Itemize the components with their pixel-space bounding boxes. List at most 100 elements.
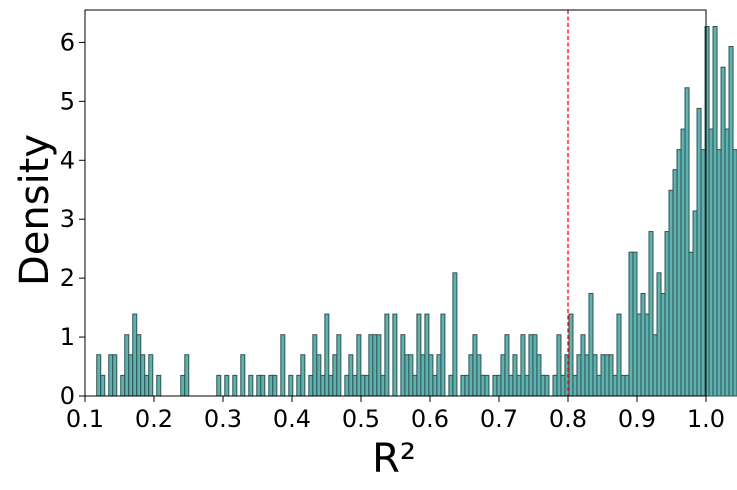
histogram-bar <box>96 354 102 397</box>
histogram-bar <box>716 149 722 397</box>
histogram-bar <box>520 334 526 397</box>
histogram-bar <box>316 354 322 397</box>
histogram-bar <box>676 149 682 397</box>
histogram-bar <box>376 334 382 397</box>
histogram-bar <box>576 354 582 397</box>
histogram-bar <box>140 354 146 397</box>
histogram-bar <box>460 374 466 397</box>
histogram-bar <box>132 313 138 397</box>
histogram-bar <box>632 251 638 397</box>
x-tick-label: 1.0 <box>687 405 725 433</box>
y-tick-label: 0 <box>60 382 75 410</box>
histogram-bar <box>320 374 326 397</box>
histogram-bar <box>572 374 578 397</box>
histogram-bar <box>108 354 114 397</box>
histogram-bar <box>400 334 406 397</box>
histogram-bar <box>544 374 550 397</box>
histogram-bar <box>664 231 670 397</box>
histogram-bar <box>500 354 506 397</box>
histogram-bar <box>640 292 646 397</box>
histogram-bar <box>684 87 690 397</box>
histogram-bar <box>272 374 278 397</box>
histogram-bar <box>432 374 438 397</box>
histogram-bar <box>496 374 502 397</box>
histogram-bar <box>100 374 106 397</box>
plot-frame <box>84 9 707 397</box>
histogram-bar <box>440 313 446 397</box>
histogram-bar <box>668 189 674 397</box>
histogram-bar <box>180 374 186 397</box>
histogram-bar <box>492 374 498 397</box>
histogram-bar <box>512 354 518 397</box>
histogram-bar <box>372 334 378 397</box>
histogram-bar <box>288 374 294 397</box>
histogram-bar <box>652 334 658 397</box>
bars-group <box>96 26 737 397</box>
histogram-bar <box>428 354 434 397</box>
histogram-bar <box>248 374 254 397</box>
histogram-bar <box>480 374 486 397</box>
histogram-bar <box>312 334 318 397</box>
histogram-bar <box>616 313 622 397</box>
histogram-bar <box>436 354 442 397</box>
histogram-bar <box>484 374 490 397</box>
histogram-bar <box>224 374 230 397</box>
histogram-bar <box>472 334 478 397</box>
histogram-bar <box>464 374 470 397</box>
histogram-bar <box>504 334 510 397</box>
histogram-bar <box>508 374 514 397</box>
histogram-bar <box>712 26 718 397</box>
histogram-bar <box>680 128 686 397</box>
histogram-bar <box>408 354 414 397</box>
histogram-bar <box>560 374 566 397</box>
histogram-bar <box>268 374 274 397</box>
histogram-bar <box>156 374 162 397</box>
histogram-bar <box>368 334 374 397</box>
y-tick-label: 4 <box>60 146 75 174</box>
histogram-bar <box>552 374 558 397</box>
histogram-bar <box>612 374 618 397</box>
histogram-bar <box>584 354 590 397</box>
histogram-bar <box>260 374 266 397</box>
histogram-bar <box>524 374 530 397</box>
histogram-bar <box>392 313 398 397</box>
histogram-bar <box>516 374 522 397</box>
histogram-bar <box>356 334 362 397</box>
histogram-bar <box>448 374 454 397</box>
x-tick-label: 0.7 <box>480 405 518 433</box>
y-tick-label: 6 <box>60 28 75 56</box>
histogram-bar <box>688 251 694 397</box>
histogram-bar <box>720 66 726 397</box>
x-axis-ticks: 0.1 0.2 0.3 0.4 0.5 0.6 0.7 0.8 0.9 1.0 <box>66 396 725 433</box>
histogram-bar <box>732 149 737 397</box>
histogram-bar <box>336 334 342 397</box>
histogram-bar <box>656 272 662 397</box>
histogram-bar <box>600 354 606 397</box>
x-tick-label: 0.9 <box>618 405 656 433</box>
histogram-bar <box>728 46 734 397</box>
histogram-bar <box>416 313 422 397</box>
y-axis-label: Density <box>12 134 58 286</box>
histogram-bar <box>660 292 666 397</box>
histogram-bar <box>136 334 142 397</box>
histogram-bar <box>608 354 614 397</box>
histogram-bar <box>556 334 562 397</box>
x-tick-label: 0.3 <box>204 405 242 433</box>
histogram-bar <box>604 354 610 397</box>
x-tick-label: 0.2 <box>135 405 173 433</box>
y-tick-label: 5 <box>60 87 75 115</box>
histogram-bar <box>380 374 386 397</box>
histogram-bar <box>144 374 150 397</box>
histogram-bar <box>128 354 134 397</box>
histogram-bar <box>476 354 482 397</box>
histogram-bar <box>344 374 350 397</box>
histogram-bar <box>724 128 730 397</box>
histogram-bar <box>672 169 678 397</box>
x-tick-label: 0.1 <box>66 405 104 433</box>
histogram-bar <box>404 354 410 397</box>
histogram-bar <box>328 374 334 397</box>
histogram-bar <box>692 210 698 397</box>
histogram-bar <box>644 313 650 397</box>
histogram-bar <box>696 107 702 397</box>
